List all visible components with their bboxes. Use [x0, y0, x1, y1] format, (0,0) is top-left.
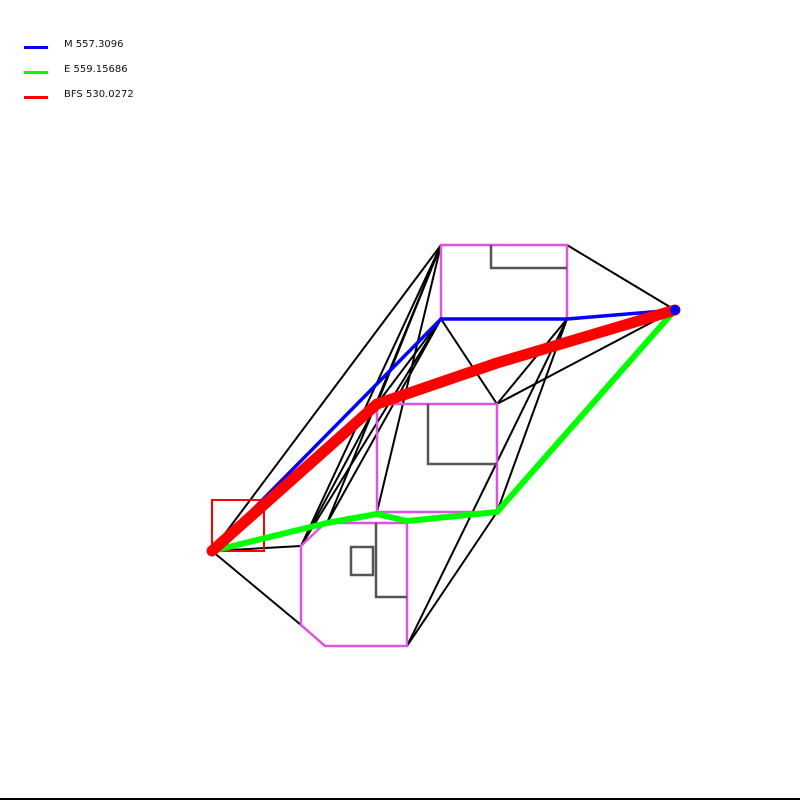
- graph-edges: [212, 245, 675, 646]
- graph-edge: [327, 319, 441, 523]
- obstacle-middle: [377, 404, 497, 512]
- obstacle-top: [441, 245, 567, 319]
- graph-edge: [212, 551, 301, 625]
- legend-label-m: M 557.3096: [64, 38, 124, 52]
- graph-edge: [567, 245, 675, 310]
- legend-label-bfs: BFS 530.0272: [64, 88, 134, 102]
- graph-edge: [407, 512, 497, 646]
- bottom-border: [0, 798, 800, 800]
- inner-wall: [376, 523, 407, 597]
- inner-wall-box: [351, 547, 373, 575]
- legend-label-e: E 559.15686: [64, 63, 128, 77]
- inner-wall: [428, 404, 497, 464]
- legend-swatch-m: [24, 46, 48, 49]
- inner-wall: [491, 245, 567, 268]
- legend-swatch-bfs: [24, 96, 48, 99]
- graph-edge: [301, 245, 441, 546]
- obstacle-bottom: [301, 523, 407, 646]
- goal-point: [670, 305, 680, 315]
- start-point: [208, 547, 216, 555]
- legend-swatch-e: [24, 71, 48, 74]
- obstacles: [301, 245, 567, 646]
